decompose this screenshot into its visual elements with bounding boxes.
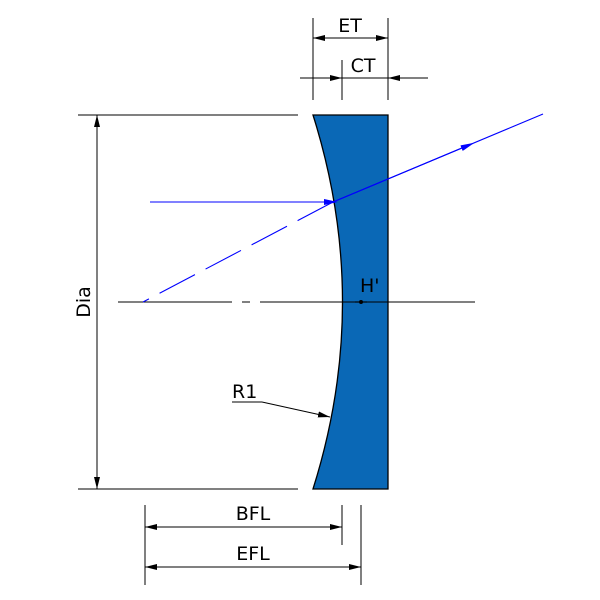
bfl-label: BFL bbox=[236, 503, 271, 525]
ray-extension-dashed bbox=[142, 201, 334, 303]
diameter-dimension bbox=[78, 114, 298, 490]
et-label: ET bbox=[338, 15, 362, 37]
focal-length-dimensions bbox=[144, 505, 362, 585]
principal-plane-label: H' bbox=[360, 275, 380, 297]
efl-label: EFL bbox=[236, 543, 270, 565]
radius-leader bbox=[232, 401, 331, 418]
thickness-dimensions bbox=[300, 18, 428, 100]
dia-label: Dia bbox=[73, 286, 95, 318]
radius-label: R1 bbox=[232, 381, 257, 403]
ct-label: CT bbox=[351, 55, 376, 77]
light-ray bbox=[142, 113, 544, 303]
